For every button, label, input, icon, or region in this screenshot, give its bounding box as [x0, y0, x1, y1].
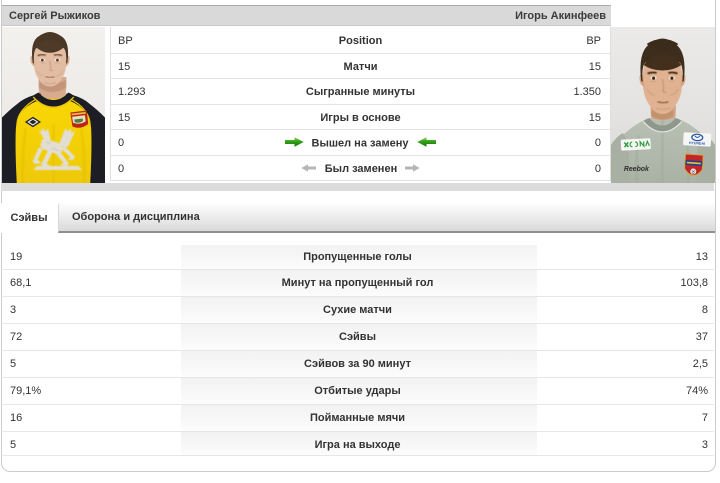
svg-text:HYUNDAI: HYUNDAI [689, 141, 705, 146]
svg-text:Reebok: Reebok [624, 166, 650, 173]
